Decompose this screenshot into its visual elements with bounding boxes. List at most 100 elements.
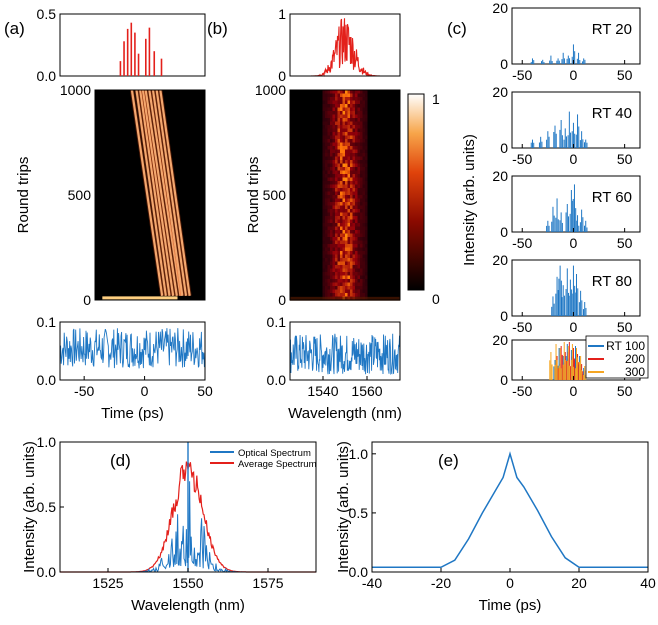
b-map-cell	[335, 286, 338, 290]
b-map-cell	[347, 188, 350, 192]
b-map-cell	[335, 293, 338, 297]
b-map-cell	[355, 275, 358, 279]
b-map-cell	[322, 170, 325, 174]
b-map-cell	[360, 268, 363, 272]
b-map-cell	[347, 170, 350, 174]
b-map-cell	[360, 216, 363, 220]
b-map-cell	[347, 279, 350, 283]
b-map-cell	[350, 261, 353, 265]
e-xtick-label: 20	[571, 575, 587, 591]
b-map-cell	[355, 251, 358, 255]
b-map-cell	[345, 272, 348, 276]
b-map-cell	[337, 205, 340, 209]
b-map-cell	[322, 289, 325, 293]
b-map-cell	[340, 121, 343, 125]
b-map-cell	[327, 216, 330, 220]
b-map-cell	[357, 251, 360, 255]
b-map-cell	[350, 114, 353, 118]
b-map-cell	[325, 135, 328, 139]
b-map-cell	[352, 219, 355, 223]
b-map-cell	[325, 170, 328, 174]
c_multi-ytick-label: 0	[500, 372, 508, 388]
b-map-cell	[350, 212, 353, 216]
b-map-cell	[362, 286, 365, 290]
b-map-cell	[360, 170, 363, 174]
b-map-cell	[362, 251, 365, 255]
b-map-cell	[340, 128, 343, 132]
b-map-cell	[327, 223, 330, 227]
b-map-cell	[325, 233, 328, 237]
b-map-cell	[350, 135, 353, 139]
b-map-cell	[340, 233, 343, 237]
b-map-cell	[330, 209, 333, 213]
a-map-soliton-track	[159, 89, 191, 296]
b-map-cell	[355, 111, 358, 115]
b-map-cell	[322, 132, 325, 136]
b-map-cell	[342, 118, 345, 122]
b-map-cell	[335, 265, 338, 269]
b-map-cell	[342, 170, 345, 174]
b-map-cell	[325, 275, 328, 279]
b-map-cell	[342, 104, 345, 108]
b-map-cell	[365, 254, 368, 258]
b-map-cell	[345, 223, 348, 227]
b-map-cell	[337, 104, 340, 108]
b-map-cell	[345, 254, 348, 258]
b-map-cell	[335, 247, 338, 251]
b-map-cell	[362, 135, 365, 139]
a_bottom-xtick-label: -50	[74, 383, 94, 399]
b-map-cell	[342, 146, 345, 150]
b_bottom-noise-line	[289, 333, 401, 375]
c_rt60-xtick-label: -50	[512, 235, 532, 251]
b-map-cell	[337, 181, 340, 185]
b-map-cell	[362, 202, 365, 206]
b-map-cell	[362, 268, 365, 272]
b-map-cell	[360, 135, 363, 139]
b-map-cell	[335, 121, 338, 125]
b-map-cell	[345, 160, 348, 164]
b-map-cell	[335, 142, 338, 146]
b-map-cell	[357, 149, 360, 153]
b-map-cell	[355, 289, 358, 293]
b-map-cell	[357, 174, 360, 178]
b-map-cell	[327, 212, 330, 216]
b-map-cell	[327, 195, 330, 199]
b-map-cell	[347, 244, 350, 248]
b-map-cell	[350, 167, 353, 171]
b-map-cell	[325, 198, 328, 202]
b-map-cell	[350, 254, 353, 258]
b-map-cell	[365, 121, 368, 125]
b-map-cell	[322, 188, 325, 192]
b_map-ytick-label: 0	[278, 292, 286, 308]
b-map-cell	[342, 279, 345, 283]
b-map-cell	[355, 261, 358, 265]
b-map-cell	[347, 293, 350, 297]
b-map-cell	[362, 191, 365, 195]
b-map-cell	[360, 174, 363, 178]
b-map-cell	[365, 135, 368, 139]
b-map-cell	[342, 125, 345, 129]
b-map-cell	[330, 205, 333, 209]
b-map-cell	[332, 174, 335, 178]
b-map-cell	[327, 160, 330, 164]
d-xtick-label: 1575	[252, 575, 283, 591]
b-map-cell	[325, 254, 328, 258]
b-map-cell	[335, 90, 338, 94]
b-map-cell	[350, 128, 353, 132]
b-map-cell	[327, 177, 330, 181]
b-map-cell	[340, 104, 343, 108]
b-map-cell	[352, 114, 355, 118]
b-map-cell	[347, 212, 350, 216]
b-map-cell	[322, 209, 325, 213]
b-map-cell	[322, 293, 325, 297]
b-map-cell	[350, 90, 353, 94]
b-map-cell	[365, 212, 368, 216]
b-map-cell	[350, 230, 353, 234]
b-map-cell	[365, 149, 368, 153]
b-map-cell	[325, 184, 328, 188]
b-map-cell	[322, 177, 325, 181]
b-map-cell	[330, 191, 333, 195]
b-map-cell	[325, 202, 328, 206]
b-map-cell	[332, 258, 335, 262]
b-map-cell	[350, 223, 353, 227]
